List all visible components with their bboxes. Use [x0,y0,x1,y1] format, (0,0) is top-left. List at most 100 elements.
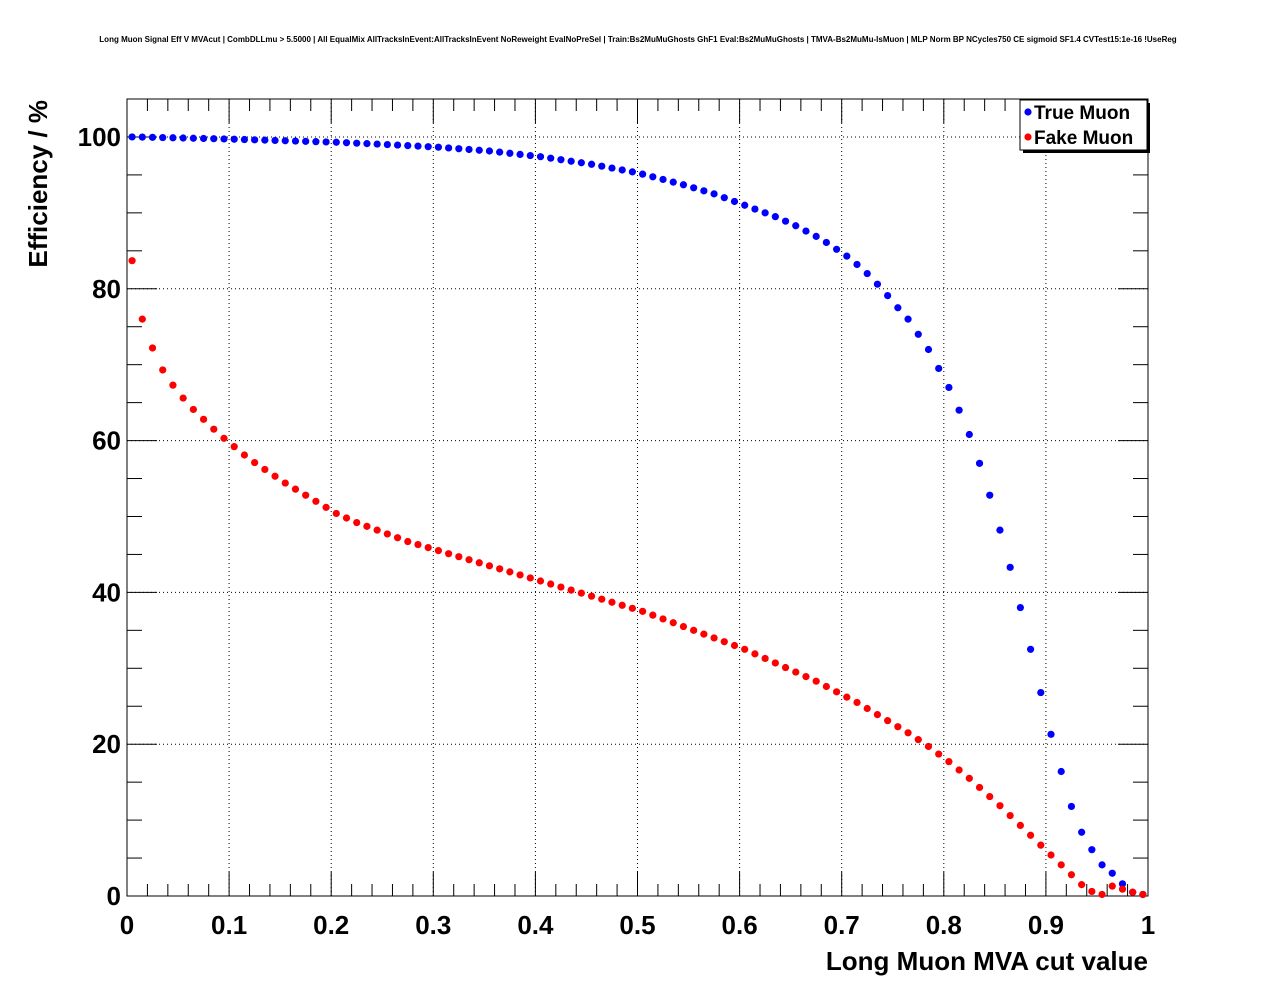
data-point [587,592,596,600]
data-point [935,750,943,758]
data-point [986,491,994,499]
data-point [169,381,177,389]
data-point [547,154,555,162]
data-point [261,465,269,474]
data-point [832,245,841,253]
x-tick-label: 0 [120,910,134,940]
data-point [771,213,779,221]
data-point [924,742,933,751]
data-point [1078,881,1086,889]
data-point [281,479,289,487]
data-point [506,149,514,157]
data-point [1026,831,1035,839]
data-point [577,159,585,167]
data-point [342,514,351,522]
data-point [659,175,667,184]
data-point [1078,828,1086,836]
x-tick-label: 0.8 [926,910,962,940]
data-point [230,443,238,451]
data-point [1047,851,1055,859]
data-point [536,153,545,161]
data-point [1118,885,1127,893]
data-point [455,145,463,153]
data-point [618,601,626,609]
data-point [649,173,657,181]
data-point [1088,846,1096,854]
data-point [1037,688,1045,697]
data-point [1057,767,1065,776]
data-point [567,157,575,165]
x-tick-label: 0.2 [313,910,349,940]
data-point [884,291,892,300]
data-point [342,139,351,147]
x-axis-label: Long Muon MVA cut value [826,946,1148,976]
data-point [730,197,739,206]
data-point [1016,821,1024,830]
data-point [792,222,800,230]
data-point [751,650,759,658]
data-point [751,205,759,213]
data-point [965,774,973,782]
data-point [220,434,228,442]
data-point [659,615,667,623]
data-point [199,415,208,423]
data-point [853,260,861,269]
x-tick-label: 0.5 [619,910,655,940]
data-point [148,133,157,141]
y-tick-label: 0 [107,881,121,911]
data-point [271,472,279,480]
data-point [393,534,402,542]
data-point [179,134,187,142]
y-tick-label: 60 [92,426,121,456]
data-point [1016,603,1024,612]
data-point [649,611,657,619]
data-point [577,589,585,597]
data-point [159,366,167,374]
data-point [557,156,565,164]
data-point [618,166,626,174]
data-point [271,136,279,145]
data-point [1108,869,1116,877]
data-point [812,232,820,240]
data-point [485,562,494,570]
data-point [1047,730,1055,738]
data-point [996,802,1004,810]
data-point [832,688,841,696]
data-point [424,143,432,151]
data-point [822,238,830,247]
data-point [741,201,749,209]
data-point [302,491,310,499]
data-point [179,394,187,402]
data-point [669,178,677,186]
data-point [639,170,647,178]
data-point [424,543,432,552]
data-point [914,330,922,338]
data-point [210,425,218,433]
data-point [557,583,565,591]
data-point [955,766,963,774]
data-point [690,626,698,634]
series-true-muon [128,133,1147,899]
data-point [383,140,391,149]
data-point [996,526,1004,534]
data-point [1108,882,1116,890]
data-point [251,458,259,467]
legend-marker [1024,108,1032,116]
data-point [373,526,381,534]
y-tick-label: 20 [92,729,121,759]
data-point [567,586,575,594]
data-point [730,641,739,650]
data-point [465,556,473,564]
data-point [884,717,892,725]
data-point [189,405,197,414]
x-tick-label: 1 [1141,910,1155,940]
data-point [302,137,310,145]
grid-lines [127,99,1148,896]
data-point [1098,890,1106,899]
x-tick-label: 0.1 [211,910,247,940]
data-point [781,217,790,225]
data-point [220,135,228,143]
data-point [536,577,545,585]
data-point [781,663,790,672]
